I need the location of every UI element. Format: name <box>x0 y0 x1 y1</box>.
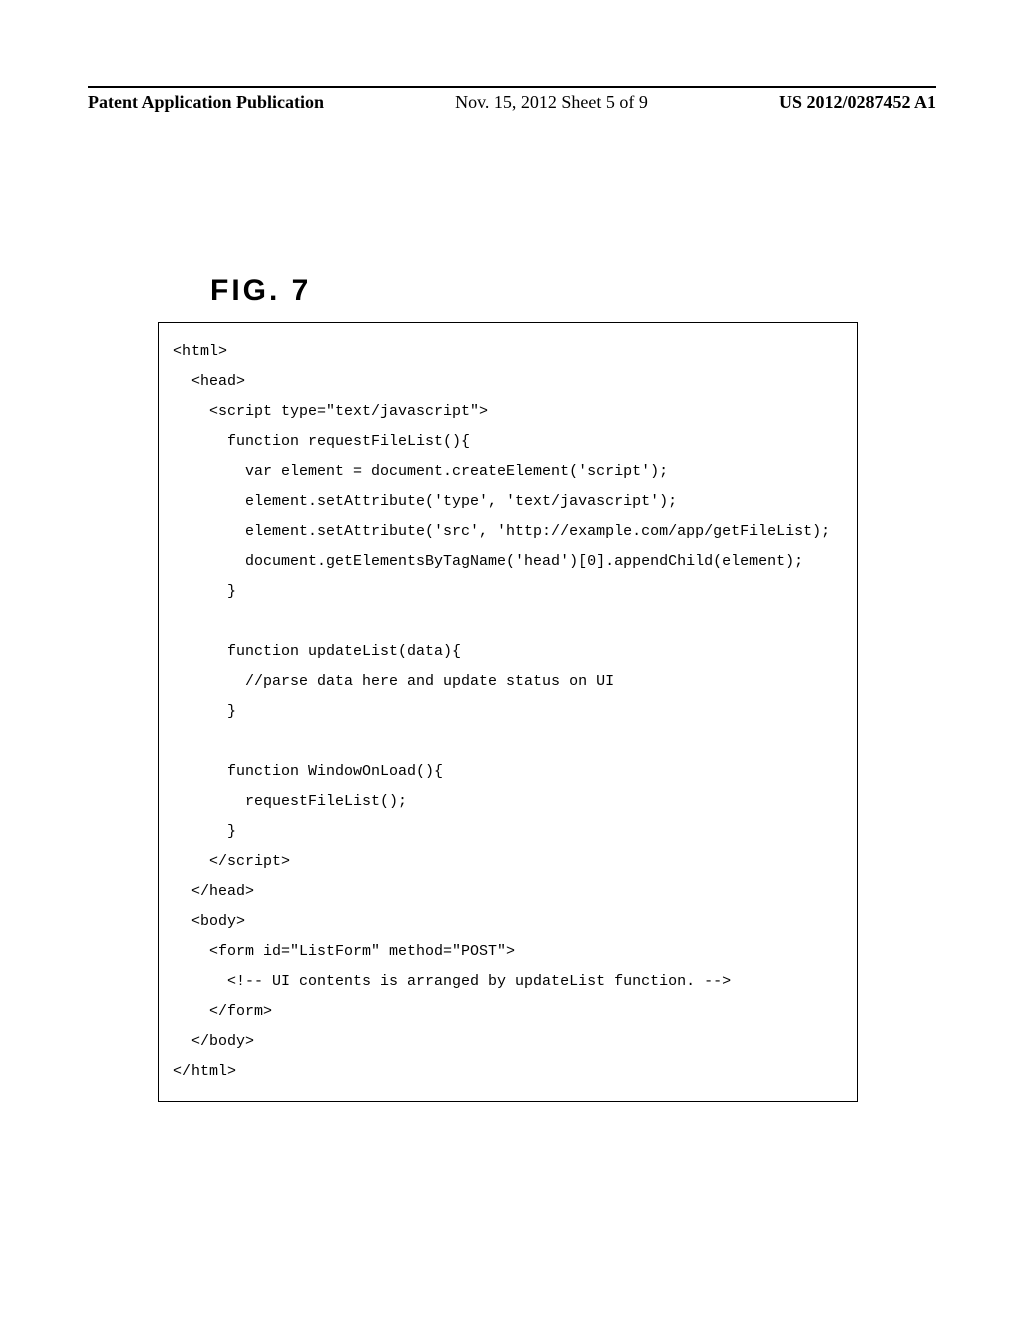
code-listing-box: <html> <head> <script type="text/javascr… <box>158 322 858 1102</box>
header-row: Patent Application Publication Nov. 15, … <box>88 92 936 113</box>
page: Patent Application Publication Nov. 15, … <box>0 0 1024 1320</box>
code-listing: <html> <head> <script type="text/javascr… <box>173 337 843 1087</box>
figure-label: FIG. 7 <box>210 274 311 308</box>
header-right: US 2012/0287452 A1 <box>779 92 936 113</box>
header-center: Nov. 15, 2012 Sheet 5 of 9 <box>455 92 648 113</box>
header-left: Patent Application Publication <box>88 92 324 113</box>
header-rule <box>88 86 936 88</box>
